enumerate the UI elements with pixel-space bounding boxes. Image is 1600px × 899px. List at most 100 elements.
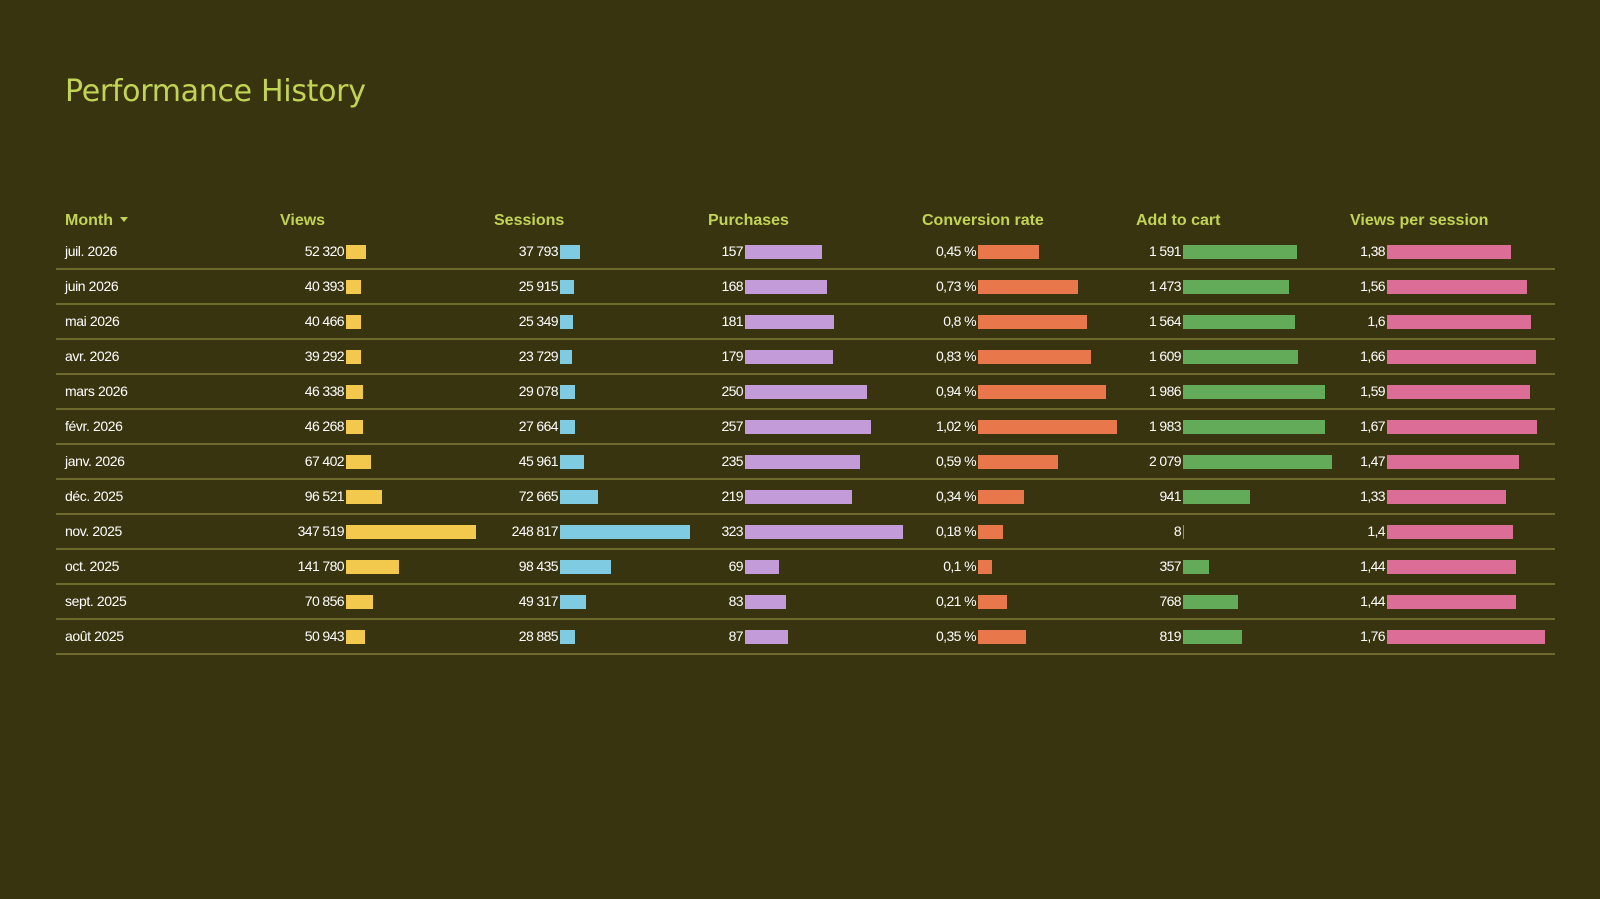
add-to-cart-value: 1 986 xyxy=(1148,383,1182,399)
sessions-value: 25 915 xyxy=(518,278,559,294)
sessions-value: 98 435 xyxy=(518,558,559,574)
views-bar xyxy=(346,490,383,504)
add-to-cart-bar xyxy=(1183,385,1326,399)
purchases-value: 83 xyxy=(728,593,744,609)
add-to-cart-value: 1 564 xyxy=(1148,313,1182,329)
table-row[interactable]: nov. 2025 347 519 248 817 323 0,18 % 8 1,4 xyxy=(56,515,1555,550)
add-to-cart-value: 941 xyxy=(1159,488,1181,504)
column-header-month[interactable]: Month xyxy=(65,212,128,230)
sessions-value: 25 349 xyxy=(518,313,559,329)
cell-month: juil. 2026 xyxy=(65,243,118,259)
purchases-value: 323 xyxy=(721,523,743,539)
cell-month: août 2025 xyxy=(65,628,124,644)
add-to-cart-value: 1 473 xyxy=(1148,278,1182,294)
cell-month: oct. 2025 xyxy=(65,558,119,574)
views-value: 40 466 xyxy=(304,313,345,329)
table-row[interactable]: juil. 2026 52 320 37 793 157 0,45 % 1 591 1,38 xyxy=(56,235,1555,270)
purchases-value: 235 xyxy=(721,453,743,469)
purchases-bar xyxy=(745,630,788,644)
sessions-bar xyxy=(560,595,586,609)
purchases-value: 257 xyxy=(721,418,743,434)
views-value: 39 292 xyxy=(304,348,345,364)
table-row[interactable]: janv. 2026 67 402 45 961 235 0,59 % 2 079 1,47 xyxy=(56,445,1555,480)
views-value: 70 856 xyxy=(304,593,345,609)
column-header-add-to-cart[interactable]: Add to cart xyxy=(1136,212,1221,229)
conversion-rate-value: 0,21 % xyxy=(936,593,977,609)
column-header-purchases[interactable]: Purchases xyxy=(708,212,789,229)
conversion-rate-value: 0,73 % xyxy=(936,278,977,294)
add-to-cart-value: 1 983 xyxy=(1148,418,1182,434)
column-header-views[interactable]: Views xyxy=(280,212,326,229)
sessions-value: 27 664 xyxy=(518,418,559,434)
sessions-value: 49 317 xyxy=(518,593,559,609)
conversion-rate-value: 0,83 % xyxy=(936,348,977,364)
sessions-value: 45 961 xyxy=(518,453,559,469)
table-row[interactable]: oct. 2025 141 780 98 435 69 0,1 % 357 1,44 xyxy=(56,550,1555,585)
add-to-cart-bar xyxy=(1183,420,1326,434)
add-to-cart-bar xyxy=(1183,455,1332,469)
purchases-value: 168 xyxy=(721,278,743,294)
conversion-rate-bar xyxy=(978,245,1040,259)
add-to-cart-value: 8 xyxy=(1173,523,1182,539)
column-header-sessions[interactable]: Sessions xyxy=(494,212,565,229)
views-per-session-value: 1,44 xyxy=(1360,593,1385,609)
table-header: Month Views Sessions Purchases Conversio… xyxy=(56,205,1555,235)
table-row[interactable]: mai 2026 40 466 25 349 181 0,8 % 1 564 1,6 xyxy=(56,305,1555,340)
purchases-value: 69 xyxy=(728,558,744,574)
cell-month: mai 2026 xyxy=(65,313,120,329)
column-header-conversion-rate[interactable]: Conversion rate xyxy=(922,212,1044,229)
purchases-value: 179 xyxy=(721,348,743,364)
views-per-session-bar xyxy=(1387,525,1513,539)
table-row[interactable]: avr. 2026 39 292 23 729 179 0,83 % 1 609 1,66 xyxy=(56,340,1555,375)
conversion-rate-bar xyxy=(978,280,1078,294)
conversion-rate-bar xyxy=(978,420,1117,434)
table-row[interactable]: févr. 2026 46 268 27 664 257 1,02 % 1 983 1,67 xyxy=(56,410,1555,445)
cell-month: févr. 2026 xyxy=(65,418,123,434)
add-to-cart-bar xyxy=(1183,245,1297,259)
purchases-bar xyxy=(745,595,786,609)
add-to-cart-bar xyxy=(1183,525,1184,539)
table-row[interactable]: mars 2026 46 338 29 078 250 0,94 % 1 986 1,59 xyxy=(56,375,1555,410)
views-per-session-bar xyxy=(1387,455,1519,469)
conversion-rate-value: 0,45 % xyxy=(936,243,977,259)
table-row[interactable]: août 2025 50 943 28 885 87 0,35 % 819 1,76 xyxy=(56,620,1555,655)
table-row[interactable]: déc. 2025 96 521 72 665 219 0,34 % 941 1,33 xyxy=(56,480,1555,515)
add-to-cart-value: 819 xyxy=(1159,628,1181,644)
sessions-value: 23 729 xyxy=(518,348,559,364)
sessions-bar xyxy=(560,245,580,259)
views-per-session-bar xyxy=(1387,490,1507,504)
performance-table: Month Views Sessions Purchases Conversio… xyxy=(56,205,1555,655)
add-to-cart-value: 1 591 xyxy=(1148,243,1182,259)
table-row[interactable]: sept. 2025 70 856 49 317 83 0,21 % 768 1,44 xyxy=(56,585,1555,620)
views-value: 347 519 xyxy=(297,523,345,539)
sessions-bar xyxy=(560,280,574,294)
views-per-session-value: 1,67 xyxy=(1360,418,1385,434)
views-value: 46 338 xyxy=(304,383,345,399)
add-to-cart-bar xyxy=(1183,490,1251,504)
views-per-session-bar xyxy=(1387,560,1517,574)
conversion-rate-value: 0,35 % xyxy=(936,628,977,644)
sessions-bar xyxy=(560,350,573,364)
sessions-bar xyxy=(560,630,576,644)
views-per-session-value: 1,76 xyxy=(1360,628,1385,644)
views-per-session-value: 1,47 xyxy=(1360,453,1385,469)
table-row[interactable]: juin 2026 40 393 25 915 168 0,73 % 1 473 1,56 xyxy=(56,270,1555,305)
purchases-bar xyxy=(745,490,853,504)
purchases-bar xyxy=(745,420,871,434)
purchases-bar xyxy=(745,350,833,364)
views-per-session-value: 1,38 xyxy=(1360,243,1385,259)
purchases-value: 250 xyxy=(721,383,743,399)
purchases-bar xyxy=(745,525,903,539)
views-value: 96 521 xyxy=(304,488,345,504)
views-bar xyxy=(346,350,361,364)
purchases-value: 87 xyxy=(728,628,744,644)
sort-down-icon[interactable] xyxy=(119,217,128,223)
column-header-views-per-session[interactable]: Views per session xyxy=(1350,212,1489,229)
views-per-session-value: 1,59 xyxy=(1360,383,1385,399)
conversion-rate-bar xyxy=(978,385,1107,399)
table-body: juil. 2026 52 320 37 793 157 0,45 % 1 591 1,38… xyxy=(56,235,1555,655)
views-value: 40 393 xyxy=(304,278,345,294)
conversion-rate-bar xyxy=(978,630,1026,644)
conversion-rate-value: 0,34 % xyxy=(936,488,977,504)
views-value: 46 268 xyxy=(304,418,345,434)
